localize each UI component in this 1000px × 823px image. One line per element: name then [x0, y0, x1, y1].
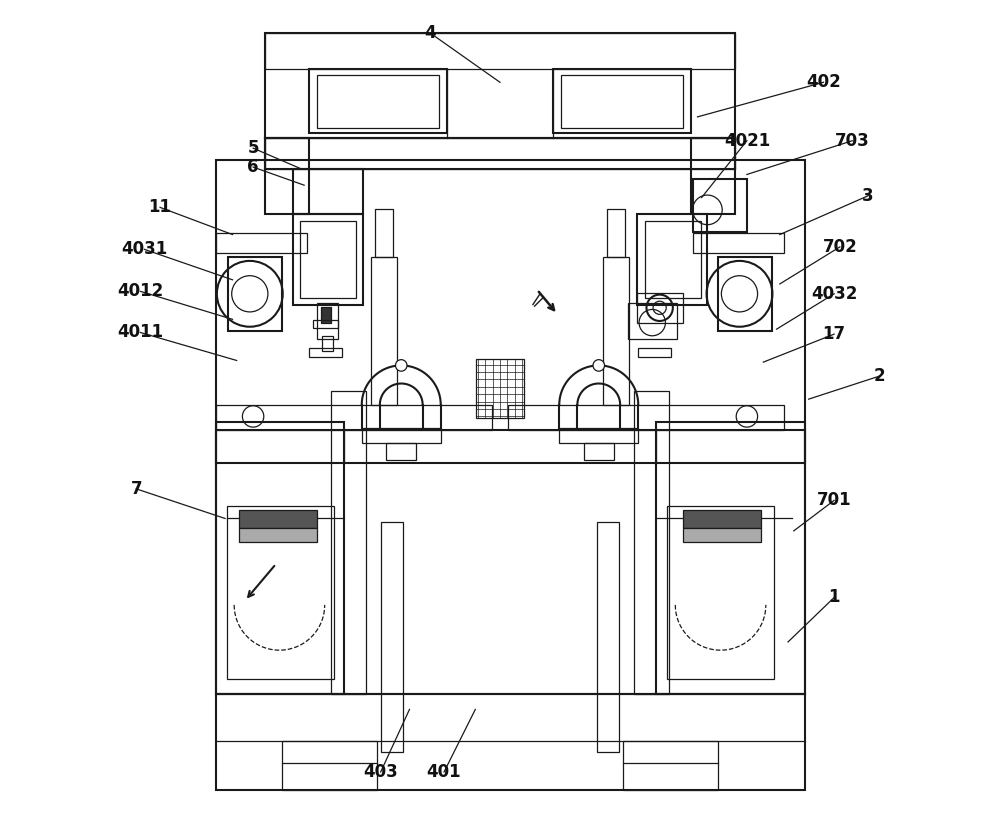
- Bar: [634, 391, 669, 694]
- Bar: [265, 138, 735, 169]
- Text: 7: 7: [130, 480, 142, 498]
- Bar: [637, 293, 683, 323]
- Bar: [216, 694, 805, 790]
- Bar: [313, 320, 338, 328]
- Bar: [317, 75, 439, 128]
- Bar: [693, 233, 784, 253]
- Bar: [559, 428, 638, 443]
- Bar: [645, 221, 701, 298]
- Bar: [265, 33, 735, 138]
- Bar: [628, 303, 677, 339]
- Bar: [265, 33, 735, 69]
- Text: 703: 703: [835, 132, 870, 150]
- Bar: [371, 257, 397, 405]
- Bar: [282, 741, 377, 790]
- Text: 1: 1: [828, 588, 840, 607]
- Text: 5: 5: [247, 139, 259, 157]
- Bar: [683, 510, 761, 528]
- Text: 4031: 4031: [121, 240, 168, 258]
- Bar: [375, 209, 393, 257]
- Text: 701: 701: [817, 491, 851, 509]
- Bar: [553, 69, 691, 133]
- Bar: [693, 179, 747, 232]
- Text: 401: 401: [427, 763, 461, 781]
- Bar: [216, 405, 492, 430]
- Bar: [667, 506, 774, 679]
- Text: 2: 2: [874, 367, 885, 385]
- Bar: [293, 169, 363, 214]
- Text: 4021: 4021: [724, 132, 770, 150]
- Bar: [300, 221, 356, 298]
- Bar: [637, 214, 707, 305]
- Text: 11: 11: [149, 198, 172, 216]
- Text: 4: 4: [424, 24, 436, 42]
- Text: 4032: 4032: [811, 285, 857, 303]
- Circle shape: [593, 360, 605, 371]
- Bar: [216, 422, 344, 694]
- Circle shape: [395, 360, 407, 371]
- Bar: [607, 209, 625, 257]
- Bar: [381, 522, 403, 752]
- Bar: [623, 741, 718, 790]
- Bar: [228, 257, 282, 331]
- Bar: [476, 359, 524, 418]
- Bar: [603, 257, 629, 405]
- Bar: [321, 307, 331, 323]
- Bar: [561, 75, 683, 128]
- Bar: [584, 443, 614, 460]
- Text: 3: 3: [862, 187, 874, 205]
- Bar: [656, 422, 805, 694]
- Bar: [309, 69, 447, 133]
- Text: 702: 702: [823, 238, 857, 256]
- Bar: [683, 528, 761, 542]
- Text: 17: 17: [823, 325, 846, 343]
- Bar: [216, 233, 307, 253]
- Bar: [216, 160, 805, 694]
- Bar: [227, 506, 334, 679]
- Bar: [239, 528, 317, 542]
- Text: 4012: 4012: [117, 282, 163, 300]
- Bar: [239, 510, 317, 528]
- Bar: [362, 428, 441, 443]
- Text: 4011: 4011: [117, 323, 163, 342]
- Bar: [309, 348, 342, 357]
- Bar: [508, 405, 784, 430]
- Bar: [216, 430, 805, 463]
- Bar: [386, 443, 416, 460]
- Bar: [691, 138, 735, 214]
- Bar: [317, 303, 338, 339]
- Text: 6: 6: [247, 158, 259, 176]
- Bar: [331, 391, 366, 694]
- Bar: [265, 138, 309, 214]
- Bar: [638, 348, 671, 357]
- Bar: [597, 522, 619, 752]
- Bar: [293, 214, 363, 305]
- Bar: [718, 257, 772, 331]
- Text: 403: 403: [363, 763, 398, 781]
- Text: 402: 402: [806, 73, 841, 91]
- Bar: [322, 336, 333, 351]
